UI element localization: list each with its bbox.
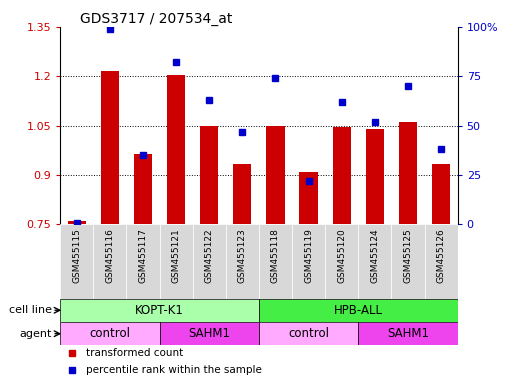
Bar [366, 129, 384, 224]
Text: HPB-ALL: HPB-ALL [334, 304, 383, 317]
FancyBboxPatch shape [358, 224, 391, 298]
FancyBboxPatch shape [292, 224, 325, 298]
Text: agent: agent [20, 329, 52, 339]
FancyBboxPatch shape [160, 322, 259, 346]
Bar [200, 126, 218, 224]
FancyBboxPatch shape [226, 224, 259, 298]
Bar [333, 127, 351, 224]
FancyBboxPatch shape [160, 224, 192, 298]
Text: SAHM1: SAHM1 [387, 327, 429, 340]
Text: GSM455119: GSM455119 [304, 228, 313, 283]
Text: cell line: cell line [9, 305, 52, 315]
FancyBboxPatch shape [60, 322, 160, 346]
Text: GSM455118: GSM455118 [271, 228, 280, 283]
FancyBboxPatch shape [127, 224, 160, 298]
Text: GSM455126: GSM455126 [437, 228, 446, 283]
Bar [432, 164, 450, 224]
Text: percentile rank within the sample: percentile rank within the sample [86, 365, 262, 375]
Text: GSM455117: GSM455117 [139, 228, 147, 283]
Text: control: control [288, 327, 329, 340]
FancyBboxPatch shape [259, 224, 292, 298]
Text: transformed count: transformed count [86, 348, 183, 358]
FancyBboxPatch shape [60, 298, 259, 322]
Text: GSM455122: GSM455122 [204, 228, 214, 283]
FancyBboxPatch shape [425, 224, 458, 298]
Bar [167, 74, 185, 224]
FancyBboxPatch shape [325, 224, 358, 298]
FancyBboxPatch shape [391, 224, 425, 298]
Bar [399, 122, 417, 224]
FancyBboxPatch shape [358, 322, 458, 346]
FancyBboxPatch shape [192, 224, 226, 298]
Bar [233, 164, 252, 224]
FancyBboxPatch shape [259, 322, 358, 346]
Text: GSM455121: GSM455121 [172, 228, 180, 283]
Text: GSM455115: GSM455115 [72, 228, 81, 283]
Text: KOPT-K1: KOPT-K1 [135, 304, 184, 317]
Bar [67, 221, 86, 224]
Text: GSM455124: GSM455124 [370, 228, 379, 283]
Text: GSM455116: GSM455116 [105, 228, 115, 283]
Text: SAHM1: SAHM1 [188, 327, 230, 340]
Text: GDS3717 / 207534_at: GDS3717 / 207534_at [80, 12, 232, 26]
FancyBboxPatch shape [60, 224, 93, 298]
Text: control: control [89, 327, 130, 340]
Text: GSM455120: GSM455120 [337, 228, 346, 283]
Bar [134, 154, 152, 224]
Bar [266, 126, 285, 224]
Bar [101, 71, 119, 224]
Bar [300, 172, 317, 224]
FancyBboxPatch shape [259, 298, 458, 322]
Text: GSM455123: GSM455123 [238, 228, 247, 283]
FancyBboxPatch shape [93, 224, 127, 298]
Text: GSM455125: GSM455125 [403, 228, 413, 283]
